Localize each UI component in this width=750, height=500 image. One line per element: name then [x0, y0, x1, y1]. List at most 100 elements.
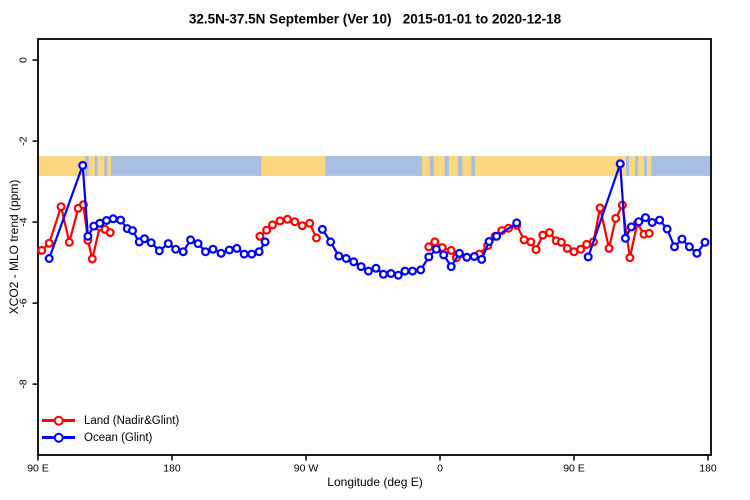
- data-point-1: [128, 226, 138, 236]
- data-point-1: [341, 254, 351, 264]
- data-point-1: [334, 251, 344, 261]
- data-point-0: [446, 245, 456, 255]
- map-band-land: [422, 156, 430, 176]
- data-point-1: [400, 266, 410, 276]
- data-point-1: [634, 217, 644, 227]
- data-point-1: [371, 263, 381, 273]
- x-tick-label: 180: [699, 463, 717, 475]
- data-point-1: [484, 237, 494, 247]
- data-point-1: [684, 242, 694, 252]
- data-point-1: [626, 222, 636, 232]
- plot-box: [37, 38, 712, 456]
- legend-item-land: Land (Nadir&Glint): [42, 412, 179, 429]
- y-tick-label: -6: [18, 298, 30, 307]
- y-tick-label: -4: [18, 217, 30, 226]
- data-point-0: [87, 254, 97, 264]
- data-point-1: [247, 249, 257, 259]
- data-point-1: [615, 159, 625, 169]
- data-point-1: [254, 247, 264, 257]
- data-point-1: [44, 254, 54, 264]
- data-point-1: [454, 248, 464, 258]
- data-point-1: [655, 215, 665, 225]
- map-band-land: [646, 156, 652, 176]
- data-point-1: [386, 269, 396, 279]
- data-point-1: [186, 235, 196, 245]
- data-point-0: [275, 216, 285, 226]
- data-point-1: [201, 247, 211, 257]
- map-band-land: [38, 156, 85, 176]
- map-band-land: [434, 156, 445, 176]
- data-point-1: [393, 270, 403, 280]
- map-band-land: [88, 156, 95, 176]
- legend-swatch-ocean-line-circle: [42, 431, 75, 445]
- data-point-1: [116, 215, 126, 225]
- y-tick-label: -2: [18, 136, 30, 145]
- data-point-1: [83, 231, 93, 241]
- legend-item-ocean: Ocean (Glint): [42, 429, 179, 446]
- data-point-1: [178, 247, 188, 257]
- legend-label-ocean: Ocean (Glint): [84, 431, 153, 444]
- legend: Land (Nadir&Glint) Ocean (Glint): [42, 412, 179, 446]
- data-point-1: [647, 218, 657, 228]
- data-point-1: [477, 254, 487, 264]
- data-point-1: [171, 244, 181, 254]
- data-point-0: [562, 243, 572, 253]
- data-point-1: [469, 252, 479, 262]
- data-point-1: [232, 243, 242, 253]
- data-point-1: [356, 262, 366, 272]
- data-point-1: [439, 250, 449, 260]
- data-point-1: [216, 248, 226, 258]
- data-point-1: [512, 218, 522, 228]
- data-point-0: [44, 238, 54, 248]
- data-point-1: [462, 252, 472, 262]
- data-point-1: [692, 248, 702, 258]
- data-point-0: [544, 228, 554, 238]
- data-point-1: [260, 237, 270, 247]
- data-point-0: [424, 242, 434, 252]
- legend-label-land: Land (Nadir&Glint): [84, 414, 180, 427]
- map-band-land: [475, 156, 627, 176]
- data-point-0: [311, 233, 321, 243]
- data-point-1: [583, 252, 593, 262]
- map-band-land: [97, 156, 105, 176]
- x-tick-label: 90 W: [294, 463, 319, 475]
- data-point-0: [37, 245, 47, 255]
- map-band-land: [638, 156, 644, 176]
- map-band-land: [448, 156, 458, 176]
- data-point-0: [305, 218, 315, 228]
- data-point-1: [669, 242, 679, 252]
- data-point-0: [556, 237, 566, 247]
- data-point-1: [378, 269, 388, 279]
- x-tick-label: 90 E: [563, 463, 585, 475]
- data-point-0: [56, 202, 66, 212]
- data-point-0: [595, 203, 605, 213]
- data-point-1: [154, 246, 164, 256]
- data-point-0: [255, 231, 265, 241]
- x-tick-label: 180: [163, 463, 181, 475]
- data-point-0: [611, 213, 621, 223]
- data-point-0: [526, 237, 536, 247]
- data-point-1: [193, 239, 203, 249]
- data-point-0: [430, 237, 440, 247]
- data-point-1: [424, 252, 434, 262]
- data-point-1: [446, 262, 456, 272]
- data-point-0: [64, 237, 74, 247]
- data-point-1: [208, 244, 218, 254]
- data-point-1: [431, 244, 441, 254]
- data-point-1: [146, 238, 156, 248]
- x-axis-label: Longitude (deg E): [327, 475, 423, 489]
- data-point-0: [576, 244, 586, 254]
- series-line-1: [48, 164, 267, 260]
- data-point-0: [105, 228, 115, 238]
- y-axis-label: XCO2 - MLO trend (ppm): [7, 179, 21, 315]
- data-point-0: [262, 225, 272, 235]
- data-point-0: [290, 217, 300, 227]
- data-point-0: [268, 220, 278, 230]
- data-point-1: [349, 257, 359, 267]
- data-point-0: [282, 214, 292, 224]
- data-point-0: [625, 253, 635, 263]
- data-point-0: [604, 243, 614, 253]
- data-point-0: [644, 228, 654, 238]
